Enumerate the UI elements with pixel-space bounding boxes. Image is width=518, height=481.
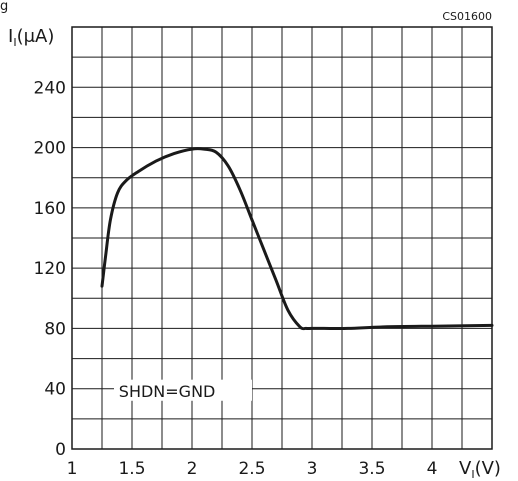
x-tick-label: 1 (67, 459, 78, 479)
y-tick-label: 160 (34, 199, 66, 219)
x-axis-label: VI(V) (459, 458, 501, 481)
x-tick-labels: 1 1.5 2 2.5 3 3.5 4 (67, 459, 438, 479)
y-tick-label: 40 (44, 380, 66, 400)
x-axis-label-subscript: I (471, 468, 474, 481)
figure-code: CS01600 (442, 10, 492, 23)
y-tick-label: 120 (34, 259, 66, 279)
y-tick-label: 240 (34, 78, 66, 98)
plot-frame (71, 26, 493, 450)
series-line (100, 147, 494, 331)
x-tick-label: 4 (427, 459, 438, 479)
series-points (101, 148, 494, 330)
x-axis-label-main: V (459, 458, 472, 479)
x-axis-label-unit: (V) (475, 458, 501, 479)
x-tick-label: 3.5 (358, 459, 385, 479)
y-axis-label-main: I (8, 26, 13, 47)
y-axis-label: II(μA) (8, 26, 54, 49)
annotation-background (114, 379, 252, 401)
y-axis-label-subscript: I (13, 36, 16, 49)
y-tick-label: 80 (44, 319, 66, 339)
x-tick-label: 3 (307, 459, 318, 479)
clipped-header-text: g (0, 0, 9, 14)
x-tick-label: 2 (187, 459, 198, 479)
x-tick-label: 1.5 (118, 459, 145, 479)
x-tick-label: 2.5 (238, 459, 265, 479)
grid (72, 27, 492, 449)
y-axis-label-unit: (μA) (17, 26, 55, 47)
annotation-text: SHDN=GND (119, 382, 216, 401)
y-tick-label: 0 (55, 440, 66, 460)
y-tick-labels: 0 40 80 120 160 200 240 (34, 78, 66, 460)
y-tick-label: 200 (34, 139, 66, 159)
